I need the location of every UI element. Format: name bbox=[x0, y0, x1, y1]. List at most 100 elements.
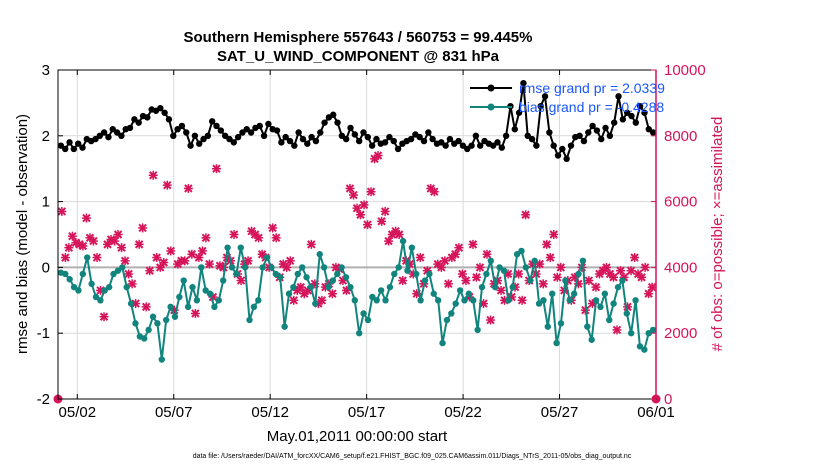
bias-point bbox=[513, 251, 521, 258]
x-axis-label: May.01,2011 00:00:00 start bbox=[267, 428, 448, 445]
y-tick-label-left: 1 bbox=[42, 194, 50, 211]
rmse-point bbox=[615, 93, 622, 100]
rmse-point bbox=[520, 79, 527, 87]
rmse-point bbox=[100, 129, 108, 136]
rmse-point bbox=[632, 119, 640, 126]
obs-assimilated-point bbox=[289, 295, 299, 305]
obs-assimilated-point bbox=[243, 256, 253, 266]
bias-point bbox=[184, 303, 192, 311]
bias-point bbox=[206, 290, 214, 297]
rmse-point bbox=[183, 129, 190, 136]
rmse-point bbox=[472, 132, 480, 139]
obs-assimilated-point bbox=[359, 200, 369, 210]
rmse-point bbox=[204, 132, 212, 139]
bias-point bbox=[79, 270, 87, 278]
rmse-point bbox=[593, 127, 601, 134]
obs-assimilated-point bbox=[57, 206, 67, 216]
obs-assimilated-point bbox=[236, 276, 246, 286]
rmse-point bbox=[598, 135, 605, 143]
obs-assimilated-point bbox=[124, 269, 134, 279]
bias-point bbox=[417, 297, 424, 304]
obs-assimilated-point bbox=[538, 279, 548, 289]
bias-point bbox=[562, 277, 569, 284]
bias-point bbox=[531, 257, 538, 265]
bias-point bbox=[566, 297, 573, 304]
obs-assimilated-point bbox=[545, 253, 555, 263]
bias-point bbox=[500, 267, 508, 274]
rmse-point bbox=[386, 133, 393, 141]
bias-point bbox=[470, 297, 477, 304]
bias-point bbox=[233, 270, 240, 278]
obs-assimilated-point bbox=[556, 262, 566, 272]
y-tick-label-left: 2 bbox=[42, 128, 50, 145]
y-tick-label-right: 4000 bbox=[664, 259, 697, 276]
bias-point bbox=[434, 297, 442, 304]
bias-point bbox=[606, 316, 613, 324]
bias-point bbox=[228, 264, 236, 271]
bias-point bbox=[549, 290, 556, 297]
rmse-point bbox=[394, 145, 402, 153]
rmse-series bbox=[57, 79, 657, 163]
rmse-point bbox=[157, 104, 164, 112]
obs-assimilated-point bbox=[187, 249, 197, 259]
obs-assimilated-point bbox=[549, 230, 559, 239]
rmse-point bbox=[174, 126, 181, 133]
bias-point bbox=[443, 316, 451, 324]
obs-assimilated-point bbox=[148, 170, 158, 180]
obs-assimilated-point bbox=[162, 180, 172, 190]
rmse-point bbox=[611, 119, 618, 126]
obs-assimilated-point bbox=[152, 253, 162, 263]
bias-point bbox=[430, 290, 437, 297]
bias-point bbox=[575, 270, 582, 278]
axis-ticks: 05/02 05/07 05/12 05/17 05/22 05/27 06/01 -2 -1 0… bbox=[37, 62, 706, 421]
rmse-point bbox=[70, 145, 78, 153]
rmse-point bbox=[265, 120, 272, 128]
bias-point bbox=[141, 335, 148, 342]
obs-assimilated-point bbox=[394, 230, 404, 239]
rmse-point bbox=[442, 142, 449, 149]
rmse-point bbox=[554, 152, 562, 159]
rmse-point bbox=[295, 129, 302, 136]
rmse-point bbox=[187, 142, 194, 149]
rmse-point bbox=[334, 119, 341, 126]
rmse-point bbox=[226, 135, 233, 143]
rmse-point bbox=[420, 137, 428, 145]
rmse-point bbox=[606, 132, 614, 139]
obs-assimilated-point bbox=[271, 233, 281, 243]
bias-point bbox=[220, 277, 227, 284]
bias-point bbox=[382, 297, 389, 304]
bias-point bbox=[149, 313, 157, 320]
obs-assimilated-point bbox=[461, 276, 471, 286]
rmse-point bbox=[208, 118, 216, 125]
bias-point bbox=[176, 293, 183, 301]
obs-assimilated-point bbox=[457, 269, 467, 279]
obs-assimilated-point bbox=[352, 203, 362, 213]
bias-point bbox=[215, 297, 223, 304]
obs-assimilated-point bbox=[64, 243, 74, 253]
rmse-point bbox=[144, 114, 151, 121]
bias-point bbox=[281, 323, 288, 330]
rmse-point bbox=[92, 135, 99, 143]
obs-assimilated-point bbox=[159, 257, 169, 267]
obs-assimilated-point bbox=[377, 216, 387, 226]
bias-point bbox=[509, 283, 516, 291]
bias-point bbox=[180, 277, 187, 284]
y-tick-label-left: -2 bbox=[37, 391, 50, 408]
rmse-point bbox=[200, 135, 207, 143]
rmse-point bbox=[524, 132, 531, 139]
y-tick-label-left: 0 bbox=[42, 259, 50, 276]
legend-bias-label: bias grand pr = -0.4288 bbox=[519, 99, 664, 115]
obs-assimilated-point bbox=[120, 256, 130, 266]
rmse-point bbox=[589, 122, 596, 130]
bias-point bbox=[413, 270, 420, 278]
obs-assimilated-point bbox=[644, 289, 654, 299]
rmse-point bbox=[131, 116, 138, 123]
rmse-point bbox=[464, 145, 471, 153]
rmse-point bbox=[57, 142, 65, 149]
obs-assimilated-point bbox=[155, 262, 165, 272]
obs-assimilated-point bbox=[268, 223, 278, 233]
obs-assimilated-point bbox=[637, 272, 647, 282]
rmse-point bbox=[498, 144, 506, 151]
bias-point bbox=[474, 326, 481, 334]
bias-point bbox=[158, 356, 165, 363]
